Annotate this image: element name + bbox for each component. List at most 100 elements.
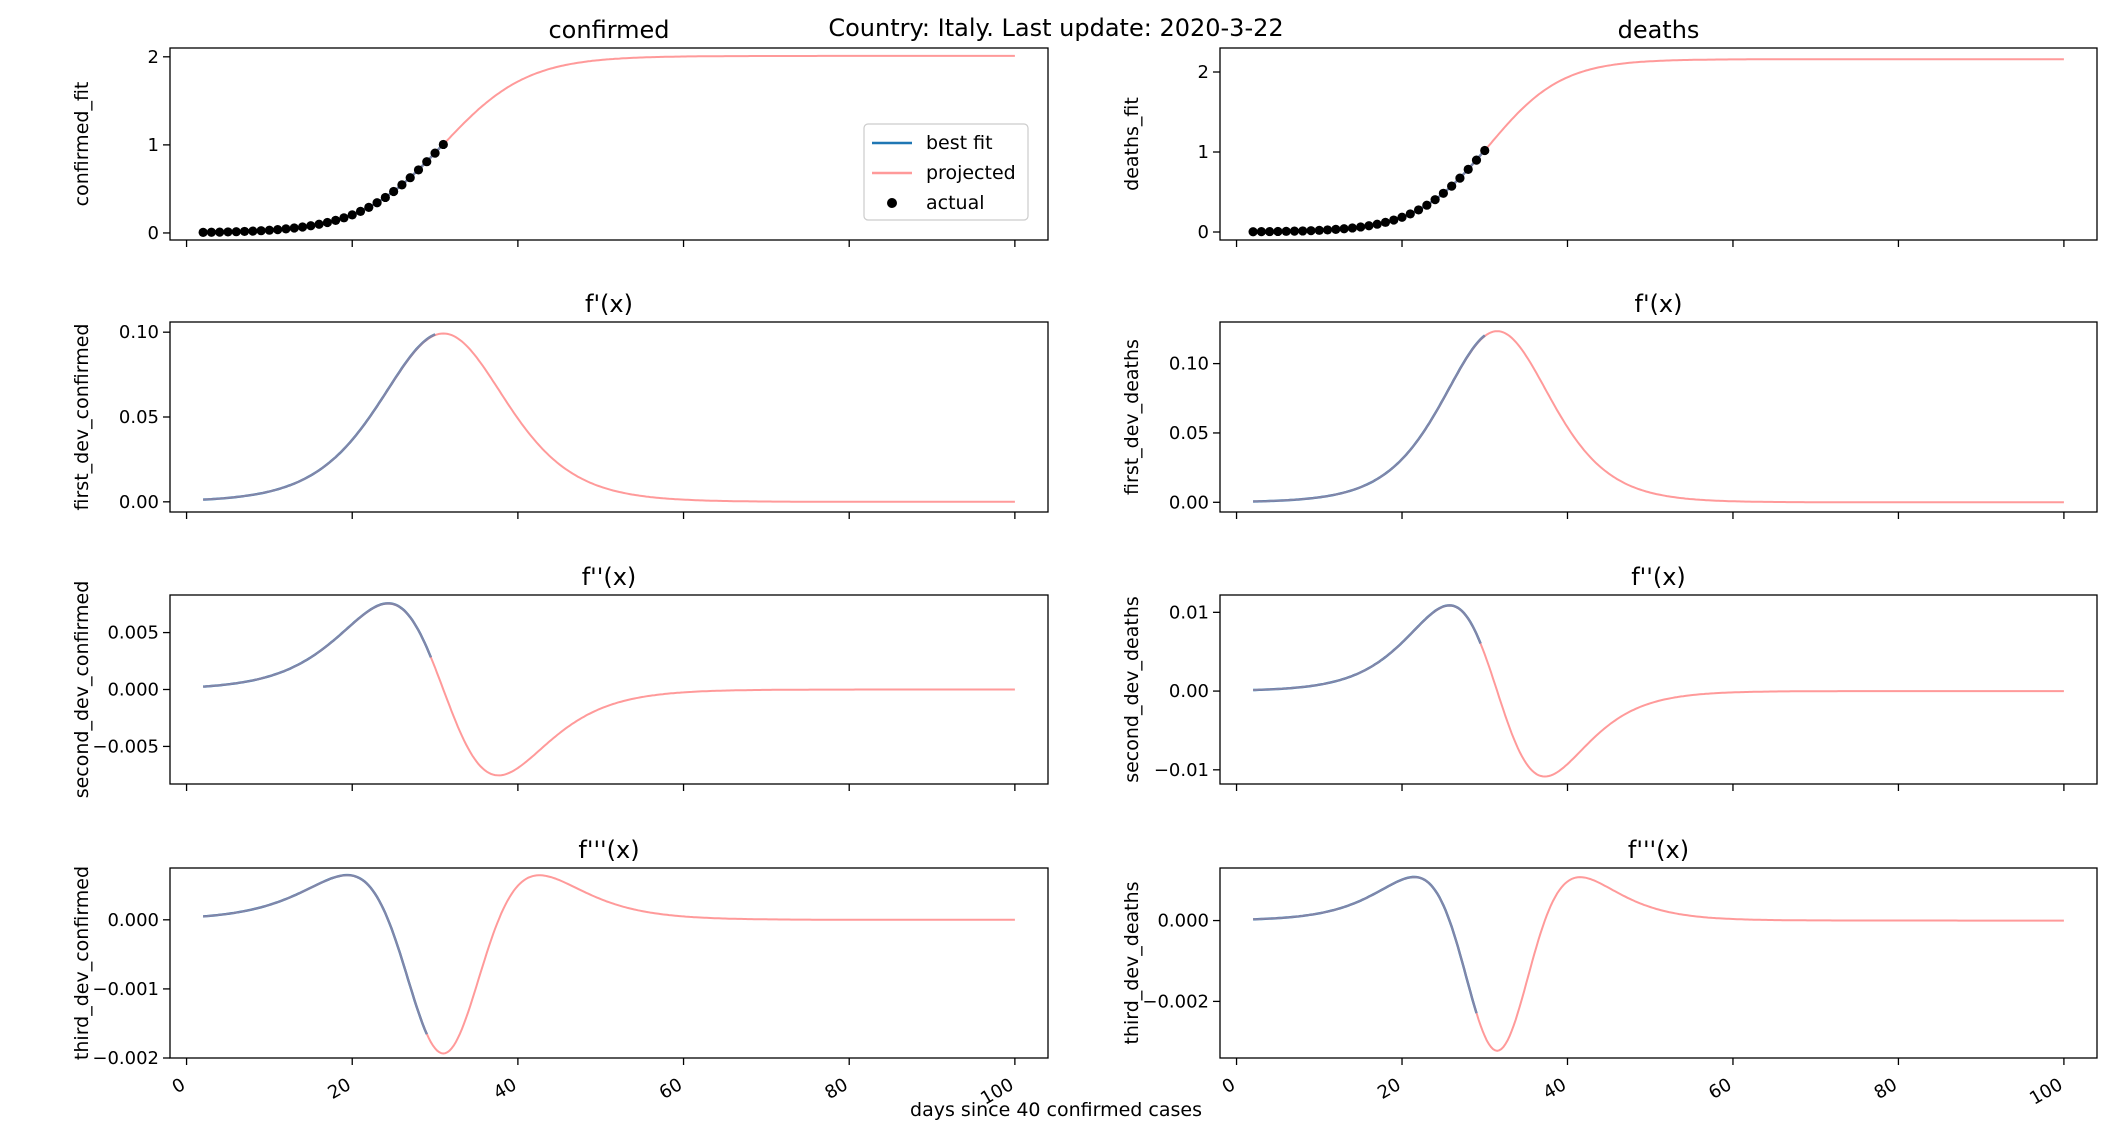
x-tick-label: 40: [1540, 1074, 1570, 1104]
x-tick-label: 80: [1871, 1074, 1901, 1104]
actual-point: [264, 225, 274, 235]
y-axis-label: confirmed_fit: [71, 82, 93, 207]
y-axis-label: second_dev_deaths: [1121, 596, 1143, 783]
subplot-title: f'(x): [585, 290, 633, 318]
actual-point: [1331, 224, 1341, 234]
actual-point: [206, 227, 217, 237]
y-axis-label: first_dev_confirmed: [71, 324, 93, 511]
x-tick-label: 20: [324, 1074, 354, 1104]
y-tick-label: 0.000: [1157, 911, 1209, 932]
actual-point: [1380, 217, 1391, 227]
actual-point: [1347, 223, 1357, 233]
y-tick-label: 0.000: [107, 680, 159, 701]
actual-point: [1273, 226, 1283, 237]
actual-point: [355, 206, 366, 216]
actual-point: [314, 219, 324, 229]
series-overlap: [1253, 876, 1478, 1014]
subplot-grid: confirmed confirmed_fit 0 1 2 best fit project…: [71, 16, 2098, 1110]
series-projected: [1253, 58, 2064, 233]
plot-frame: [169, 47, 1049, 241]
subplot-first_confirmed: f'(x) first_dev_confirmed 0.00 0.05 0.10: [71, 290, 1049, 519]
plot-frame: [169, 321, 1049, 513]
plot-frame: [1219, 594, 2098, 785]
actual-point: [1397, 212, 1407, 222]
x-tick-label: 0: [1219, 1074, 1239, 1098]
actual-point: [1372, 219, 1382, 229]
actual-point: [372, 198, 382, 208]
series-best-fit: [202, 873, 428, 1035]
actual-point: [413, 165, 424, 175]
y-tick-label: −0.002: [1142, 991, 1209, 1012]
actual-point: [273, 225, 283, 235]
subplot-confirmed: confirmed confirmed_fit 0 1 2 best fit project…: [71, 16, 1049, 247]
actual-point: [289, 223, 299, 233]
series-best-fit: [1253, 149, 1486, 233]
series-best-fit: [1253, 334, 1486, 503]
y-tick-label: 2: [148, 47, 159, 68]
actual-point: [1298, 226, 1308, 236]
y-tick-label: 0.01: [1169, 602, 1209, 623]
subplot-title: f''(x): [582, 563, 637, 591]
subplot-third_deaths: f'''(x) third_dev_deaths −0.002 0.000 0 20 40 6…: [1121, 836, 2098, 1110]
x-tick-label: 0: [169, 1074, 189, 1098]
actual-point: [397, 180, 407, 190]
legend-label: projected: [926, 162, 1016, 184]
series-projected: [1253, 330, 2064, 504]
actual-point: [1471, 155, 1482, 165]
actual-point: [1248, 227, 1258, 237]
actual-point: [1422, 200, 1432, 210]
actual-point: [1356, 222, 1366, 232]
subplot-title: confirmed: [548, 16, 669, 44]
y-tick-label: 0.05: [119, 407, 159, 428]
series-projected: [203, 602, 1015, 777]
actual-point: [1480, 145, 1490, 156]
series-best-fit: [203, 333, 436, 501]
actual-point: [347, 210, 357, 220]
actual-point: [231, 227, 241, 237]
actual-point: [364, 202, 374, 212]
legend: best fit projected actual: [863, 123, 1029, 221]
y-tick-label: −0.005: [92, 736, 159, 757]
y-tick-label: 0.00: [1169, 492, 1209, 513]
y-tick-label: 1: [148, 135, 159, 156]
y-tick-label: 2: [1198, 62, 1209, 83]
series-overlap: [1253, 604, 1482, 691]
actual-point: [422, 157, 432, 167]
x-tick-label: 20: [1374, 1074, 1404, 1104]
actual-point: [306, 221, 316, 231]
x-tick-label: 40: [490, 1074, 520, 1104]
y-tick-label: 0.000: [107, 910, 159, 931]
series-overlap: [1253, 334, 1486, 503]
actual-point: [1430, 195, 1440, 205]
actual-point: [322, 217, 332, 228]
subplot-title: f'(x): [1635, 290, 1683, 318]
figure-title: Country: Italy. Last update: 2020-3-22: [828, 14, 1283, 42]
legend-label: best fit: [926, 132, 993, 154]
y-axis-label: third_dev_deaths: [1121, 881, 1143, 1044]
actual-point: [1455, 173, 1465, 183]
legend-swatch: [887, 198, 897, 208]
legend-label: actual: [926, 192, 985, 214]
plot-frame: [1219, 321, 2098, 513]
subplot-second_confirmed: f''(x) second_dev_confirmed −0.005 0.000 0.0…: [71, 563, 1049, 798]
actual-point: [380, 192, 390, 203]
series-overlap: [203, 333, 436, 501]
actual-point: [1314, 225, 1324, 235]
y-tick-label: 0.10: [1169, 354, 1209, 375]
actual-point: [1339, 224, 1349, 234]
y-tick-label: 0: [148, 223, 159, 244]
y-tick-label: 0.05: [1169, 423, 1209, 444]
legend-box: [863, 123, 1029, 221]
series-overlap: [1253, 149, 1486, 233]
series-overlap: [203, 143, 445, 234]
subplot-second_deaths: f''(x) second_dev_deaths −0.01 0.00 0.01: [1121, 563, 2098, 791]
actual-point: [1364, 221, 1374, 231]
y-tick-label: 0.005: [107, 623, 159, 644]
actual-point: [297, 222, 308, 232]
actual-point: [1306, 226, 1316, 236]
x-tick-label: 100: [2026, 1074, 2066, 1109]
y-tick-label: 0.10: [119, 322, 159, 343]
actual-point: [1389, 215, 1399, 225]
actual-point: [1438, 188, 1448, 198]
actual-point: [389, 186, 399, 197]
